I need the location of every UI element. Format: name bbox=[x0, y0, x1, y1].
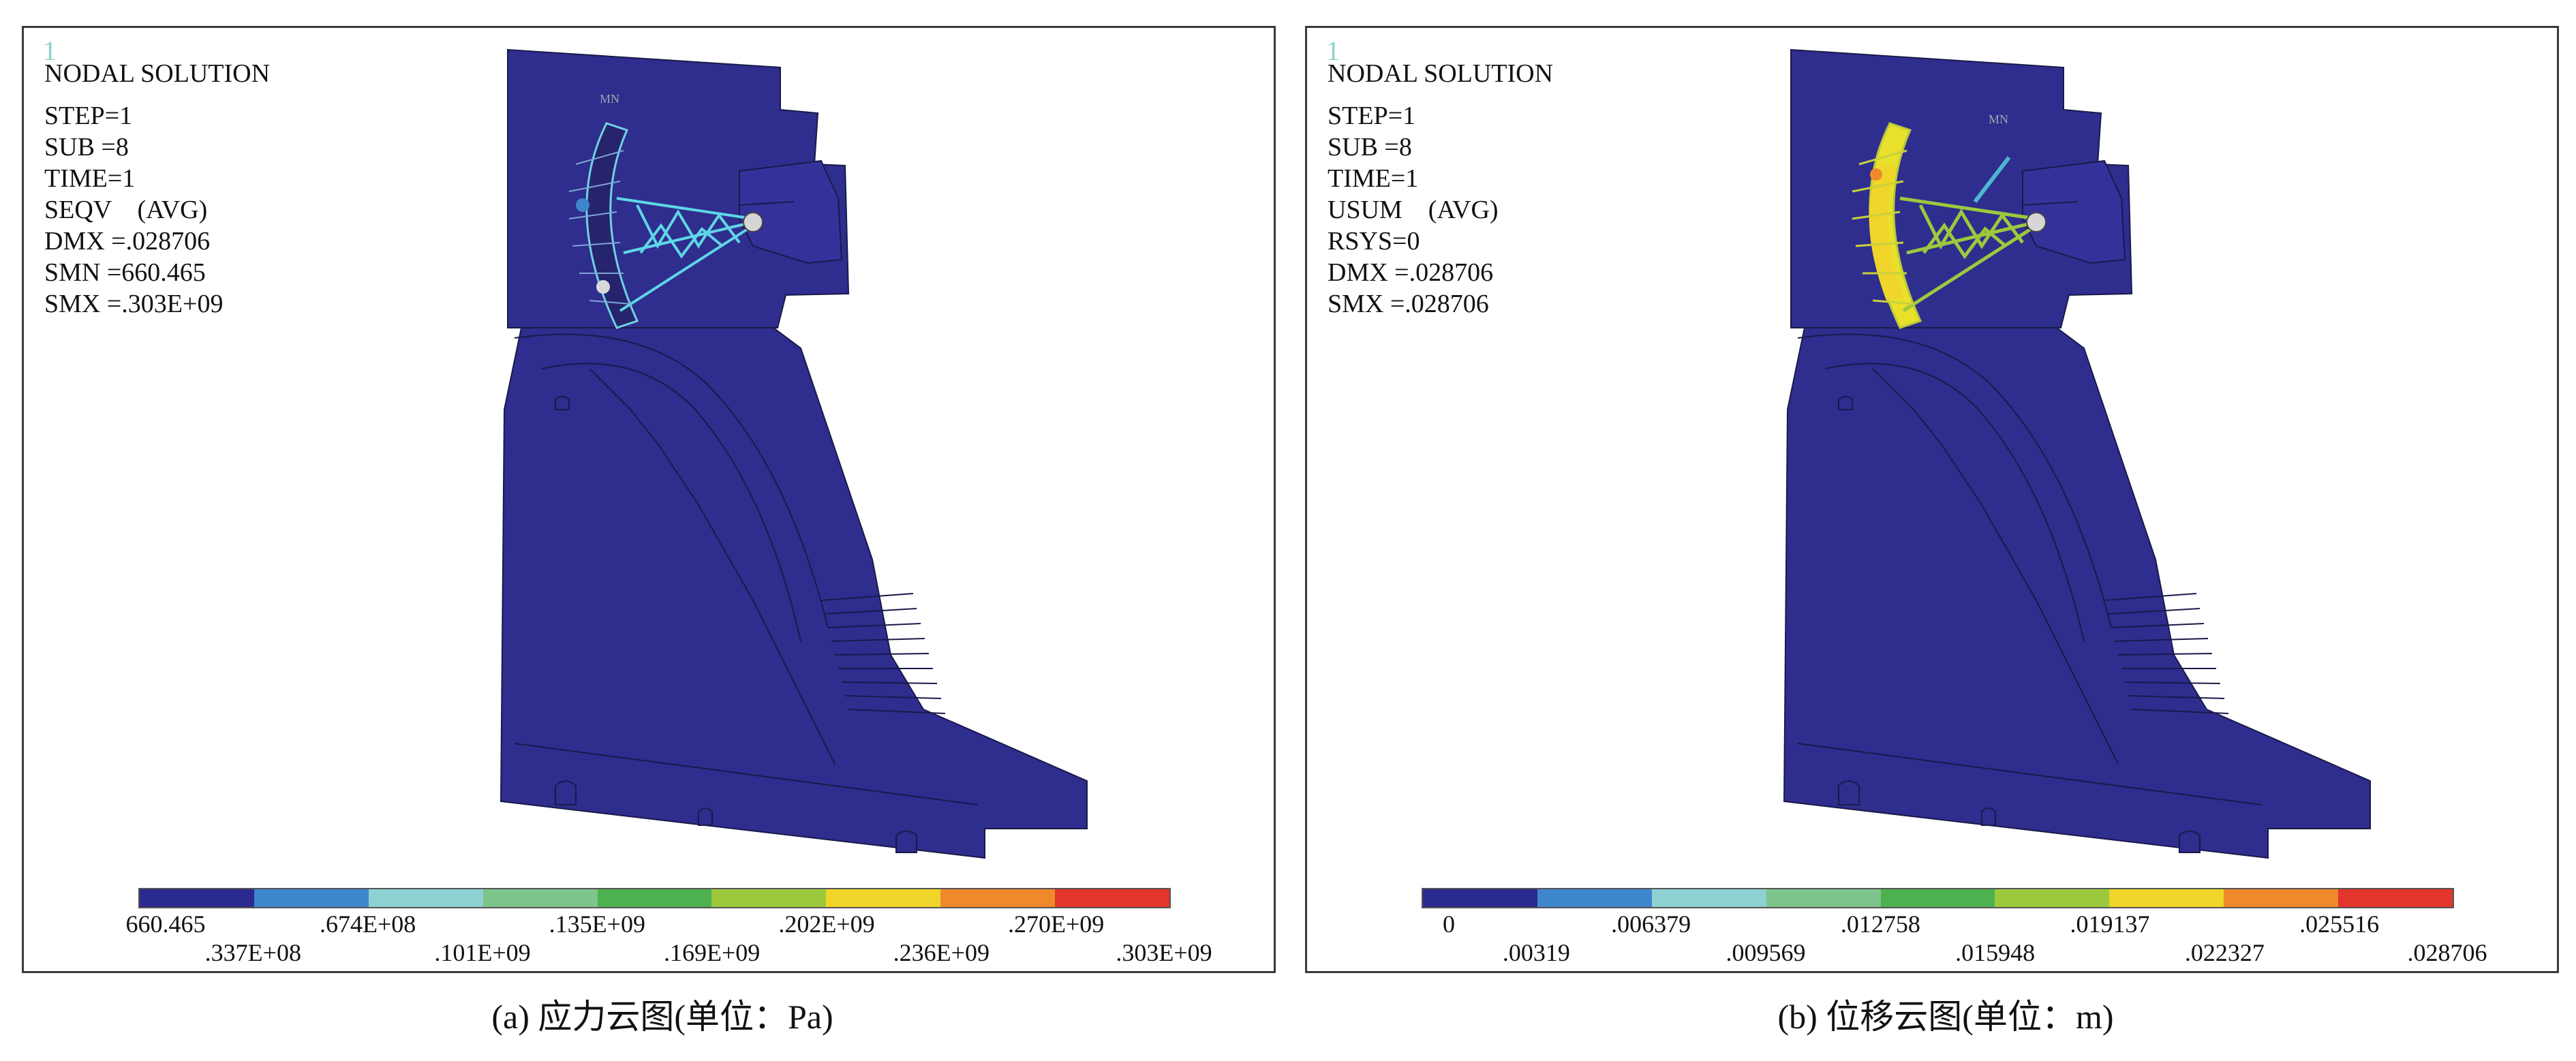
legend-label: .025516 bbox=[2299, 910, 2380, 938]
color-legend-bar bbox=[1422, 888, 2454, 908]
dam-gate-model: MN bbox=[1783, 48, 2371, 859]
min-marker: MN bbox=[600, 92, 619, 106]
legend-color-4 bbox=[482, 889, 598, 907]
legend-label: .169E+09 bbox=[664, 939, 761, 966]
legend-label: .236E+09 bbox=[893, 939, 990, 966]
info-line: SUB =8 bbox=[1328, 133, 1412, 162]
legend-color-6 bbox=[711, 889, 827, 907]
legend-color-9 bbox=[1055, 889, 1170, 907]
info-line: DMX =.028706 bbox=[44, 227, 211, 256]
info-line: SMX =.028706 bbox=[1328, 290, 1489, 318]
displacement-contour-panel: 1 NODAL SOLUTION STEP=1 SUB =8 TIME=1 US… bbox=[1305, 26, 2559, 973]
solution-info: NODAL SOLUTION STEP=1 SUB =8 TIME=1 USUM… bbox=[1328, 58, 1553, 320]
window-number: 1 bbox=[1326, 35, 1340, 66]
info-line: TIME=1 bbox=[1328, 164, 1419, 193]
window-number: 1 bbox=[43, 35, 57, 66]
legend-color-7 bbox=[2109, 889, 2224, 907]
info-line: STEP=1 bbox=[1328, 102, 1416, 130]
legend-label: .009569 bbox=[1726, 939, 1806, 966]
legend-color-8 bbox=[2224, 889, 2339, 907]
info-line: RSYS=0 bbox=[1328, 227, 1420, 256]
legend-color-6 bbox=[1995, 889, 2110, 907]
legend-label: .337E+08 bbox=[204, 939, 301, 966]
info-line: SMX =.303E+09 bbox=[44, 290, 224, 318]
solution-title: NODAL SOLUTION bbox=[1328, 59, 1554, 88]
info-line: STEP=1 bbox=[44, 102, 133, 130]
legend-label: .135E+09 bbox=[549, 910, 645, 938]
legend-label: .101E+09 bbox=[434, 939, 531, 966]
legend-label: .012758 bbox=[1840, 910, 1920, 938]
info-line: DMX =.028706 bbox=[1328, 258, 1494, 287]
legend-label: .015948 bbox=[1955, 939, 2036, 966]
legend-color-7 bbox=[826, 889, 941, 907]
legend-color-1 bbox=[1423, 889, 1537, 907]
info-line: SUB =8 bbox=[44, 133, 129, 162]
caption-b: (b) 位移云图(单位：m) bbox=[1777, 998, 2114, 1036]
dam-gate-model: MN bbox=[500, 48, 1088, 859]
legend-color-2 bbox=[254, 889, 369, 907]
info-line: SMN =660.465 bbox=[44, 258, 206, 287]
info-line: USUM (AVG) bbox=[1328, 196, 1499, 224]
legend-label: 660.465 bbox=[125, 910, 206, 938]
info-line: TIME=1 bbox=[44, 164, 136, 193]
legend-label: .303E+09 bbox=[1116, 939, 1212, 966]
legend-label: .202E+09 bbox=[778, 910, 875, 938]
legend-color-8 bbox=[940, 889, 1056, 907]
caption-a: (a) 应力云图(单位：Pa) bbox=[491, 998, 833, 1036]
legend-color-3 bbox=[1651, 889, 1766, 907]
legend-color-3 bbox=[368, 889, 483, 907]
legend-color-4 bbox=[1766, 889, 1881, 907]
solution-title: NODAL SOLUTION bbox=[44, 59, 271, 88]
legend-color-5 bbox=[597, 889, 712, 907]
legend-color-2 bbox=[1537, 889, 1652, 907]
color-legend-bar bbox=[138, 888, 1171, 908]
min-marker: MN bbox=[1989, 112, 2008, 126]
legend-label: .028706 bbox=[2407, 939, 2487, 966]
info-line: SEQV (AVG) bbox=[44, 196, 208, 224]
legend-label: .270E+09 bbox=[1008, 910, 1105, 938]
stress-contour-panel: 1 NODAL SOLUTION STEP=1 SUB =8 TIME=1 SE… bbox=[22, 26, 1276, 973]
legend-label: .674E+08 bbox=[320, 910, 416, 938]
solution-info: NODAL SOLUTION STEP=1 SUB =8 TIME=1 SEQV… bbox=[44, 58, 270, 320]
legend-color-1 bbox=[140, 889, 254, 907]
legend-label: .022327 bbox=[2184, 939, 2265, 966]
legend-color-5 bbox=[1880, 889, 1995, 907]
legend-label: 0 bbox=[1443, 910, 1455, 938]
legend-label: .00319 bbox=[1502, 939, 1570, 966]
legend-label: .019137 bbox=[2070, 910, 2150, 938]
legend-color-9 bbox=[2338, 889, 2453, 907]
legend-label: .006379 bbox=[1611, 910, 1691, 938]
